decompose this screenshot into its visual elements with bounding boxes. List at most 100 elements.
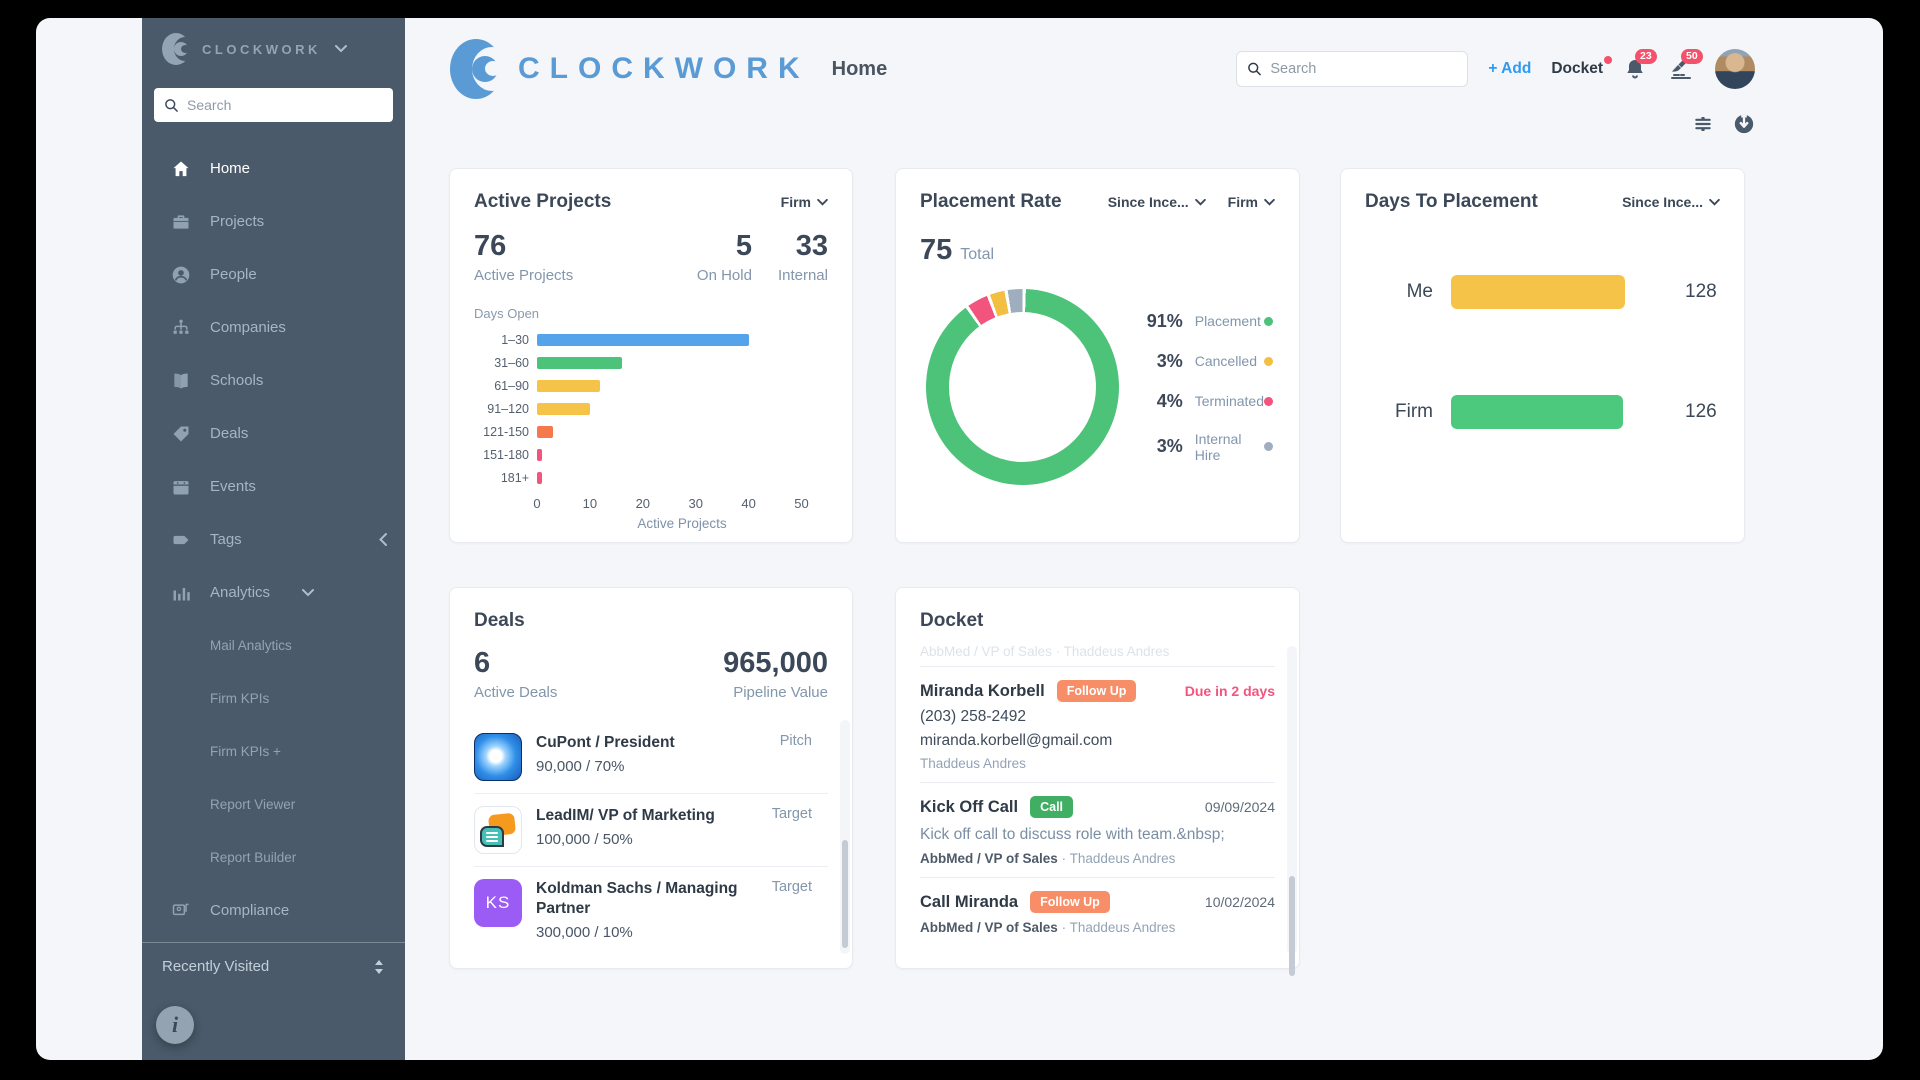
scrollbar-thumb[interactable] <box>1289 876 1295 976</box>
company-role: AbbMed / VP of Sales <box>920 851 1058 866</box>
sidebar-item-label: Analytics <box>210 584 271 601</box>
legend-dot <box>1264 316 1273 326</box>
sidebar-item-tags[interactable]: Tags <box>142 513 405 566</box>
docket-card: Docket AbbMed / VP of Sales · Thaddeus A… <box>895 587 1300 976</box>
chevron-down-icon <box>817 198 828 206</box>
card-title: Days To Placement <box>1365 191 1538 212</box>
docket-button-label: Docket <box>1551 60 1603 77</box>
divider <box>920 877 1275 878</box>
global-search-input[interactable] <box>1270 61 1458 77</box>
docket-title: Miranda Korbell <box>920 681 1045 700</box>
docket-description: Kick off call to discuss role with team.… <box>920 826 1225 843</box>
stat-value: 965,000 <box>723 647 828 679</box>
chevron-down-icon <box>1194 198 1206 206</box>
power-button[interactable] <box>1733 113 1755 135</box>
docket-row[interactable]: Call Miranda Follow Up 10/02/2024 AbbMed… <box>920 887 1275 937</box>
app-window: CLOCKWORK Home Projects People Companies <box>36 18 1883 1060</box>
follow-up-badge: Follow Up <box>1056 680 1137 702</box>
user-avatar[interactable] <box>1715 49 1755 89</box>
scrollbar-track[interactable] <box>1287 646 1297 954</box>
brand-text: CLOCKWORK <box>518 52 810 85</box>
filter-button[interactable] <box>1693 113 1715 135</box>
sidebar-item-analytics[interactable]: Analytics <box>142 566 405 619</box>
notifications-button[interactable]: 23 <box>1623 49 1657 82</box>
sidebar-item-companies[interactable]: Companies <box>142 301 405 354</box>
info-button[interactable]: i <box>156 1006 194 1044</box>
deal-row[interactable]: LeadIM/ VP of Marketing 100,000 / 50% Ta… <box>474 794 828 867</box>
axis-tick: 0 <box>533 495 541 511</box>
sidebar-item-firm-kpis[interactable]: Firm KPIs <box>210 691 270 706</box>
sidebar-item-events[interactable]: Events <box>142 460 405 513</box>
sidebar-item-projects[interactable]: Projects <box>142 195 405 248</box>
sweep-count-badge: 50 <box>1681 49 1703 64</box>
date-label: 10/02/2024 <box>1204 894 1275 910</box>
bar-category: 1–30 <box>501 333 529 348</box>
docket-button[interactable]: Docket <box>1551 56 1612 78</box>
sweep-button[interactable]: 50 <box>1669 49 1703 82</box>
page-title: Home <box>831 57 888 80</box>
stat-value: 6 <box>474 647 491 679</box>
sidebar-item-report-viewer[interactable]: Report Viewer <box>210 797 296 812</box>
sidebar-item-label: Deals <box>210 425 249 442</box>
bar-category: 31–60 <box>494 356 529 371</box>
sidebar-item-schools[interactable]: Schools <box>142 354 405 407</box>
sidebar-brand[interactable]: CLOCKWORK <box>142 18 405 80</box>
sidebar-item-firm-kpis-plus[interactable]: Firm KPIs + <box>210 744 281 759</box>
home-icon <box>170 158 192 180</box>
sidebar-item-home[interactable]: Home <box>142 142 405 195</box>
deal-stage: Target <box>771 805 812 822</box>
sidebar-item-people[interactable]: People <box>142 248 405 301</box>
phone-number: (203) 258-2492 <box>920 708 1026 725</box>
deal-row[interactable]: CuPont / President 90,000 / 70% Pitch <box>474 721 828 794</box>
placement-donut-chart <box>926 288 1119 485</box>
legend-percent: 4% <box>1156 390 1183 411</box>
stat-active-deals: 6 Active Deals <box>474 647 557 701</box>
deal-title: LeadIM/ VP of Marketing <box>536 806 715 824</box>
axis-tick: 50 <box>794 495 809 511</box>
dropdown-value: Since Ince... <box>1622 194 1703 210</box>
period-dropdown[interactable]: Since Ince... <box>1108 194 1206 210</box>
add-button[interactable]: + Add <box>1488 60 1532 77</box>
sidebar-brand-text: CLOCKWORK <box>202 41 321 57</box>
topbar: CLOCKWORK Home + Add Docket 23 50 <box>450 39 1755 99</box>
search-icon <box>1248 62 1262 76</box>
company-role: AbbMed / VP of Sales <box>920 920 1058 935</box>
sidebar-item-report-builder[interactable]: Report Builder <box>210 850 297 865</box>
firm-filter-dropdown[interactable]: Firm <box>781 194 828 210</box>
deal-stage: Pitch <box>779 732 812 749</box>
label-icon <box>170 529 192 551</box>
scrollbar-track[interactable] <box>840 720 850 954</box>
briefcase-icon <box>170 211 192 233</box>
tag-icon <box>170 423 192 445</box>
stat-value: 5 <box>735 230 752 262</box>
topbar-controls: + Add Docket 23 50 <box>1236 49 1755 89</box>
sidebar-item-deals[interactable]: Deals <box>142 407 405 460</box>
deal-row[interactable]: KS Koldman Sachs / Managing Partner 300,… <box>474 867 828 953</box>
sidebar-item-mail-analytics[interactable]: Mail Analytics <box>210 638 292 653</box>
docket-row[interactable]: Miranda Korbell Follow Up Due in 2 days … <box>920 676 1275 773</box>
sidebar-search-input[interactable] <box>187 97 383 113</box>
recently-visited-toggle[interactable]: Recently Visited <box>142 943 405 990</box>
deal-stage: Target <box>771 878 812 895</box>
bar <box>537 426 553 439</box>
legend-label: Placement <box>1194 313 1261 330</box>
scrollbar-thumb[interactable] <box>842 840 848 948</box>
stat-value: 76 <box>474 230 507 262</box>
firm-filter-dropdown[interactable]: Firm <box>1228 194 1275 210</box>
docket-clipped-row: AbbMed / VP of Sales · Thaddeus Andres <box>920 644 1170 657</box>
clockwork-logo-icon <box>450 39 512 99</box>
legend-dot <box>1264 356 1273 366</box>
divider <box>920 782 1275 783</box>
stat-label: Active Projects <box>474 266 574 284</box>
card-title: Docket <box>920 610 984 631</box>
bar-row: 121-150 <box>474 421 828 444</box>
chart-group-label: Days Open <box>474 305 540 321</box>
docket-row[interactable]: Kick Off Call Call 09/09/2024 Kick off c… <box>920 792 1275 868</box>
owner-name: Thaddeus Andres <box>1069 920 1176 935</box>
active-projects-card: Active Projects Firm 76 Active Projects … <box>449 168 853 543</box>
deal-list: CuPont / President 90,000 / 70% Pitch Le… <box>474 721 828 953</box>
period-dropdown[interactable]: Since Ince... <box>1622 194 1720 210</box>
sidebar-item-compliance[interactable]: Compliance <box>142 884 405 928</box>
owner-name: Thaddeus Andres <box>1069 851 1176 866</box>
total-label: Total <box>960 246 995 263</box>
